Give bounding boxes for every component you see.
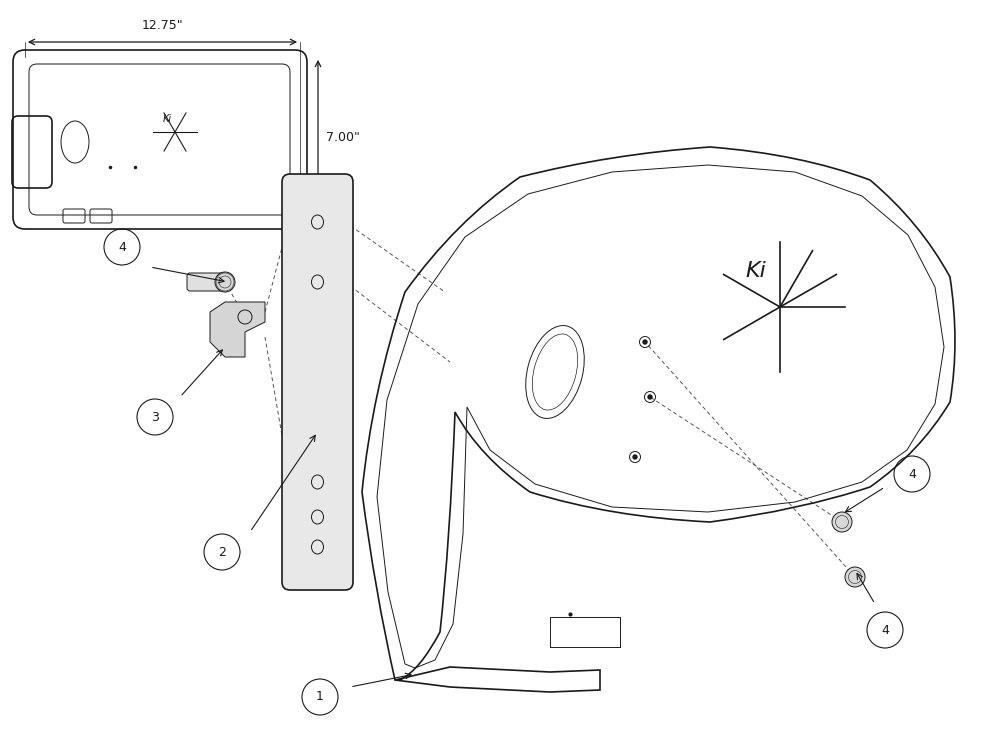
Text: 1: 1 [316,691,324,703]
Text: 4: 4 [908,467,916,481]
Text: 2: 2 [218,545,226,559]
FancyBboxPatch shape [282,174,353,590]
Circle shape [643,340,647,344]
Text: Ki: Ki [163,114,172,124]
Circle shape [832,512,852,532]
Text: Ki: Ki [745,261,766,281]
Circle shape [845,567,865,587]
Text: 4: 4 [118,240,126,254]
Circle shape [648,395,652,399]
Text: 7.00": 7.00" [326,131,360,143]
FancyBboxPatch shape [187,273,228,291]
PathPatch shape [210,302,265,357]
Text: 3: 3 [151,410,159,424]
Text: 4: 4 [881,623,889,637]
Circle shape [633,455,637,459]
Text: 12.75": 12.75" [142,19,183,32]
Circle shape [215,272,235,292]
